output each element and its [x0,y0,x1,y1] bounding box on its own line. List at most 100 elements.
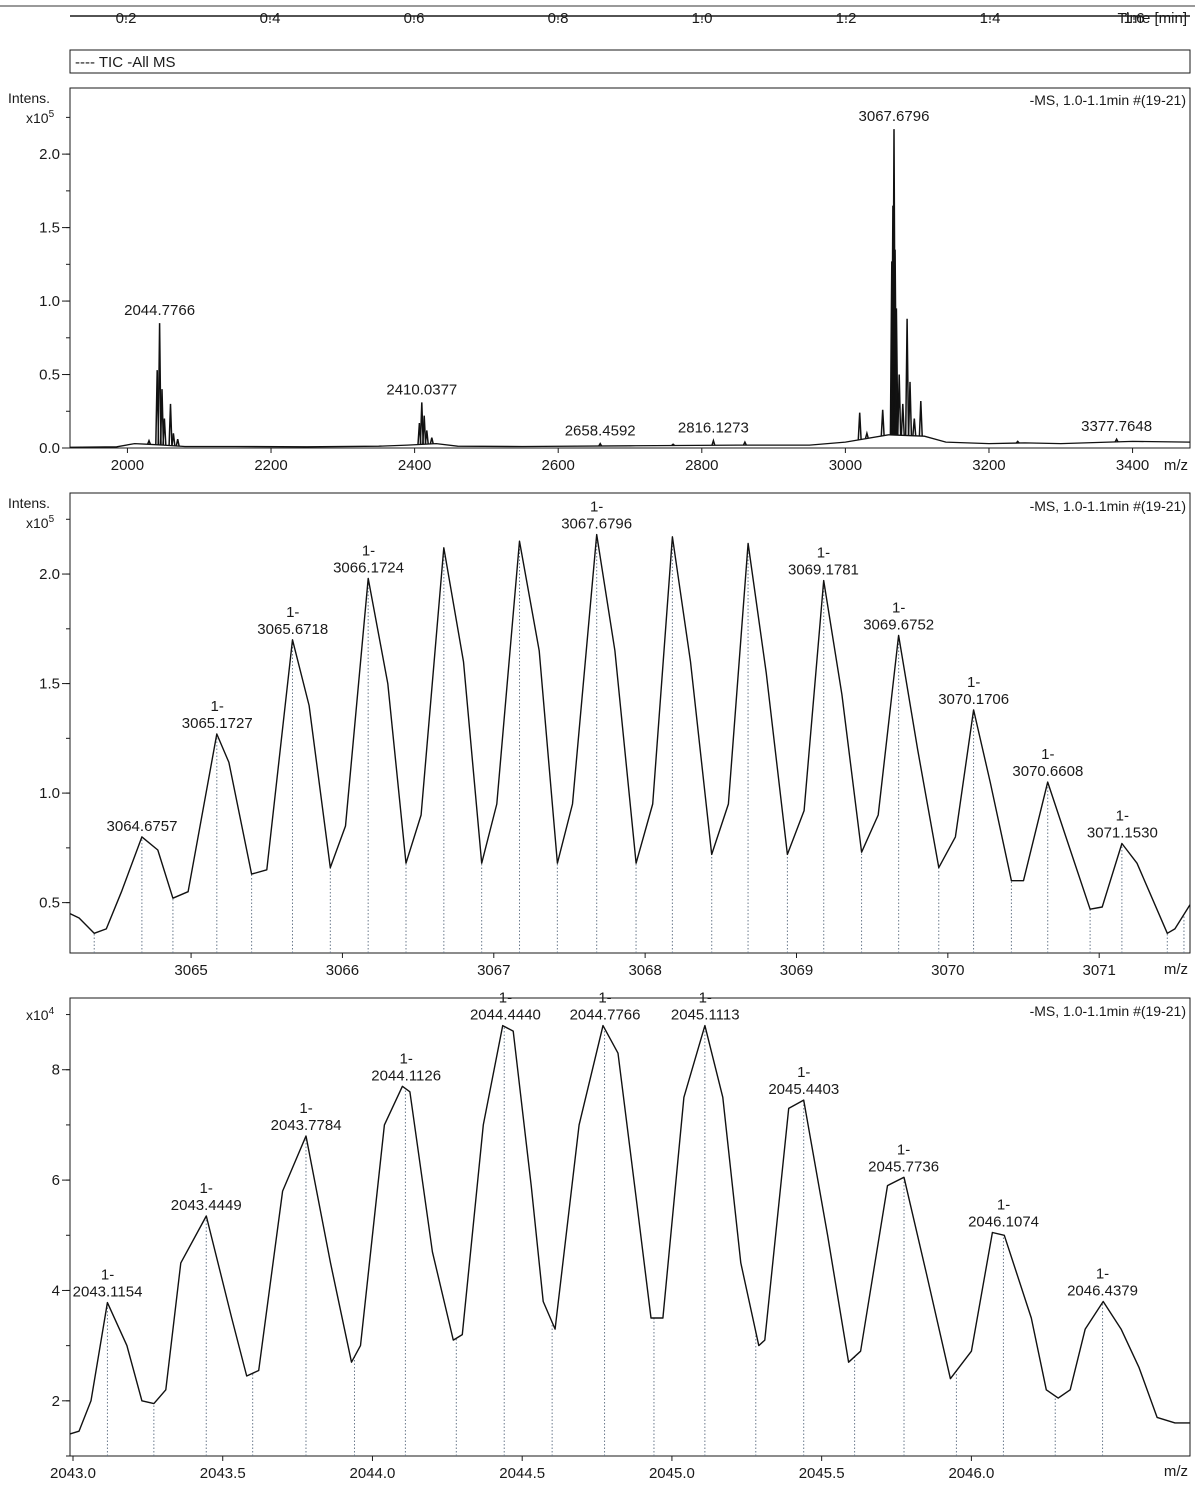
peak-label-charge: 1- [817,545,830,562]
panel-isotope-3067: Intens. x105 -MS, 1.0-1.1min #(19-21) m/… [8,492,1191,979]
peak-mark [912,418,917,436]
panel-full-spectrum-xlabel: m/z [1164,457,1188,474]
x-tick-label: 2400 [398,457,431,474]
x-tick-label: 3069 [780,962,813,979]
peak-label-charge: 1- [299,1100,312,1117]
peak-label: 3067.6796 [859,108,930,125]
panel-isotope-2044-ticks: 2043.0 2043.5 2044.0 2044.5 2045.0 2045.5 2046… [50,1014,994,1482]
panel-full-spectrum-yscale-exp: 5 [49,109,55,120]
x-tick-label: 2800 [685,457,718,474]
peak-label-value: 3065.1727 [182,715,253,732]
peak-label-charge: 1- [362,542,375,559]
panel-isotope-3067-yscale-exp: 5 [49,514,55,525]
peak-mark [857,412,862,440]
y-tick-label: 2.0 [39,566,60,583]
peak-label-value: 3069.6752 [863,616,934,633]
x-tick-label: 3068 [628,962,661,979]
peak-label-value: 2044.4440 [470,1007,541,1024]
peak-mark [1015,440,1020,444]
x-tick-label: 2000 [111,457,144,474]
peak-label-charge: 1- [1041,746,1054,763]
peak-label: 2410.0377 [386,381,457,398]
x-tick-label: 3400 [1116,457,1149,474]
peak-label: 2044.7766 [124,302,195,319]
time-tick-label: 0.8 [548,10,569,27]
peak-mark [171,433,176,446]
y-tick-label: 2 [52,1393,60,1410]
peak-label-charge: 1- [897,1141,910,1158]
peak-label-value: 2046.1074 [968,1214,1039,1231]
peak-label-value: 2043.4449 [171,1197,242,1214]
peak-label-charge: 1- [892,599,905,616]
peak-label-value: 2043.1154 [73,1284,143,1301]
peak-label-value: 2044.7766 [570,1007,641,1024]
panel-isotope-3067-sticks [93,534,1185,953]
peak-label-charge: 1- [997,1197,1010,1214]
peak-label-charge: 1- [1116,807,1129,824]
x-tick-label: 2044.0 [350,1465,396,1482]
x-tick-label: 2045.5 [799,1465,845,1482]
peak-label-value: 3070.6608 [1012,763,1083,780]
time-tick-label: 0.4 [260,10,281,27]
x-tick-label: 2046.0 [948,1465,994,1482]
peak-mark [429,437,434,444]
peak-label-charge: 1- [400,1050,413,1067]
y-tick-label: 8 [52,1062,60,1079]
peak-mark [417,422,422,445]
x-tick-label: 3071 [1083,962,1116,979]
y-tick-label: 1.5 [39,676,60,693]
time-axis-strip: 0.20.40.60.81.01.21.41.61.8 Time [min] [0,5,1195,27]
peak-mark [175,439,180,447]
peak-mark [904,318,910,436]
time-tick-label: 1.6 [1124,10,1145,27]
legend-label: ---- TIC -All MS [75,54,176,71]
x-tick-label: 2043.0 [50,1465,96,1482]
peak-mark [155,370,160,445]
panel-isotope-3067-xlabel: m/z [1164,961,1188,978]
peak-mark [907,381,913,436]
peak-label-value: 3067.6796 [561,516,632,533]
y-tick-label: 2.0 [39,146,60,163]
peak-mark [1114,437,1119,443]
time-tick-label: 0.2 [116,10,137,27]
panel-isotope-3067-trace [69,533,1191,934]
y-tick-label: 6 [52,1172,60,1189]
panel-isotope-2044-sticks [106,1025,1104,1456]
peak-mark [598,442,603,447]
spectrum-trace [69,1024,1190,1435]
panel-full-spectrum-frame [69,87,1191,449]
panel-isotope-2044-trace [69,1024,1190,1435]
panel-isotope-2044-yscale-base: x10 [26,1007,49,1023]
x-tick-label: 2045.0 [649,1465,695,1482]
peak-label-charge: 1- [200,1180,213,1197]
x-tick-label: 3000 [829,457,862,474]
panel-isotope-3067-yscale: x105 [26,514,55,531]
y-tick-label: 1.0 [39,293,60,310]
peak-label-charge: 1- [101,1267,114,1284]
peak-label-charge: 1- [797,1064,810,1081]
panel-full-spectrum-ticks: 2000 2200 2400 2600 2800 3000 3200 3400 0.0 0.5 1.… [39,116,1149,474]
peak-mark [671,443,675,447]
peak-label-value: 3069.1781 [788,562,859,579]
panel-isotope-3067-yscale-base: x10 [26,515,49,531]
peak-label-value: 3071.1530 [1087,824,1158,841]
peak-mark [159,389,165,446]
peak-mark [900,403,905,436]
time-tick-label: 1.0 [692,10,713,27]
peak-mark [880,409,885,436]
panel-full-spectrum-yscale: x105 [26,109,55,126]
panel-full-spectrum-trace [69,129,1191,448]
spectrum-trace [69,533,1191,934]
peak-label-charge: 1- [699,990,712,1007]
peak-label-value: 2045.4403 [768,1081,839,1098]
peak-label-charge: 1- [499,990,512,1007]
peak-mark [424,430,429,445]
time-tick-label: 1.2 [836,10,857,27]
peak-label-value: 3065.6718 [257,621,328,638]
panel-full-spectrum-ylabel: Intens. [8,90,50,106]
peak-label-charge: 1- [211,698,224,715]
peak-label-value: 2043.7784 [271,1117,342,1134]
panel-isotope-3067-ticks: 3065 3066 3067 3068 3069 3070 3071 0.5 1.0 1.5 2.0 [39,518,1116,979]
